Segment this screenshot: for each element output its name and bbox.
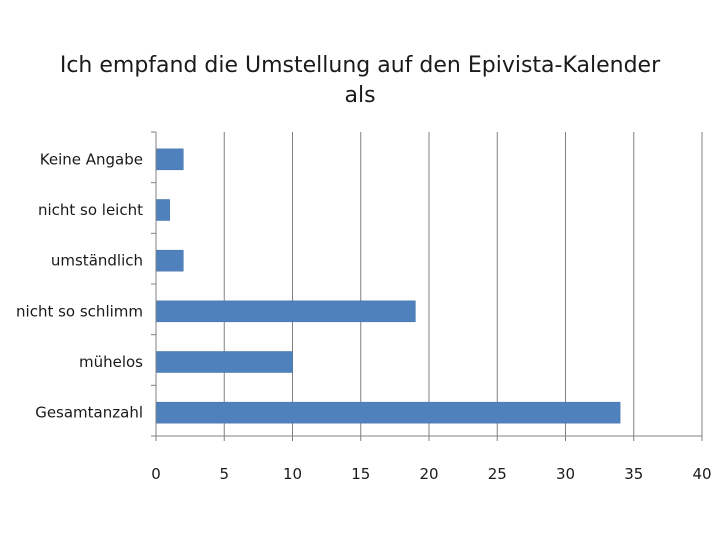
- x-tick-label: 10: [283, 465, 302, 483]
- bar-mühelos: [155, 351, 293, 373]
- bar-keine-angabe: [155, 148, 184, 171]
- x-tick-label: 5: [219, 465, 229, 483]
- bars: [155, 148, 621, 424]
- axes: [151, 131, 703, 441]
- x-tick-label: 35: [624, 465, 643, 483]
- labels: 0 5 10 15 20 25 30 35 40 Keine Angabe nicht so lei…: [16, 150, 712, 483]
- x-tick-label: 0: [151, 465, 161, 483]
- bar-nicht-so-leicht: [155, 199, 170, 221]
- category-label: nicht so leicht: [38, 201, 143, 219]
- bar-gesamtanzahl: [155, 401, 621, 424]
- category-label: Gesamtanzahl: [35, 404, 143, 422]
- grid-lines: [223, 132, 703, 436]
- x-tick-label: 25: [488, 465, 507, 483]
- chart-title-line-2: als: [344, 83, 376, 108]
- x-tick-label: 30: [556, 465, 575, 483]
- x-tick-label: 20: [419, 465, 438, 483]
- bar-umständlich: [155, 249, 184, 272]
- category-label: nicht so schlimm: [16, 302, 143, 320]
- x-tick-label: 40: [692, 465, 711, 483]
- chart-title-line-1: Ich empfand die Umstellung auf den Epivi…: [59, 53, 661, 78]
- bar-nicht-so-schlimm: [155, 300, 416, 323]
- category-label: Keine Angabe: [40, 150, 143, 168]
- x-tick-label: 15: [351, 465, 370, 483]
- category-label: umständlich: [51, 252, 143, 270]
- category-label: mühelos: [79, 353, 143, 371]
